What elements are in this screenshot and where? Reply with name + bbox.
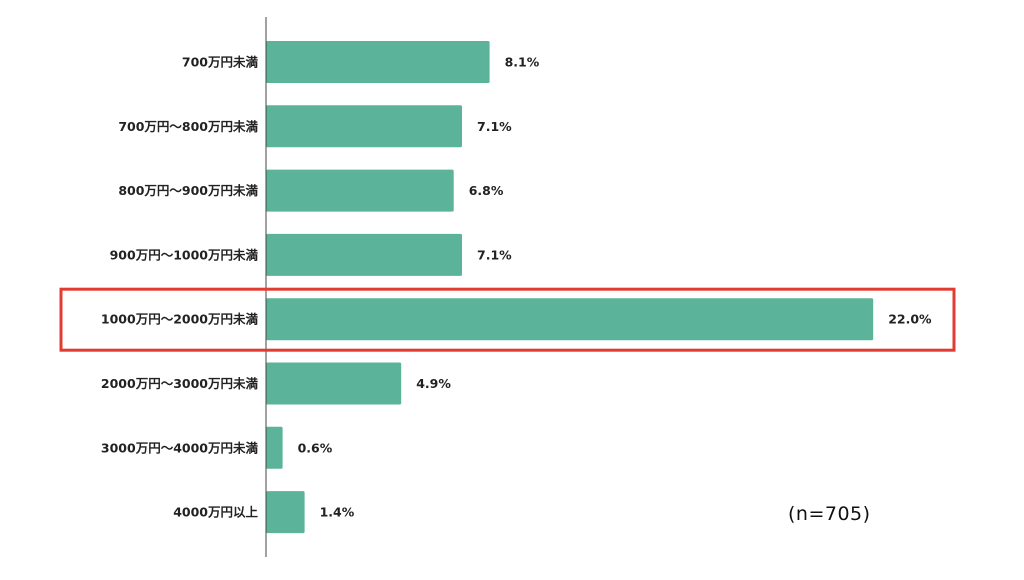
labels-layer: 700万円未満 8.1% 700万円～800万円未満 7.1% 800万円～900万円未… <box>101 55 932 520</box>
bar-4 <box>266 298 874 341</box>
value-label-1: 7.1% <box>477 119 512 134</box>
value-label-3: 7.1% <box>477 247 512 262</box>
highlight-box <box>59 287 956 352</box>
value-label-7: 1.4% <box>320 505 355 520</box>
value-label-0: 8.1% <box>505 55 540 70</box>
category-label-6: 3000万円～4000万円未満 <box>101 440 259 455</box>
value-label-5: 4.9% <box>416 376 451 391</box>
value-label-6: 0.6% <box>298 440 333 455</box>
bar-2 <box>266 169 454 212</box>
category-label-1: 700万円～800万円未満 <box>118 119 258 134</box>
bar-0 <box>266 41 490 83</box>
bar-3 <box>266 233 462 276</box>
category-label-3: 900万円～1000万円未満 <box>110 247 259 262</box>
sample-size-note: (n=705) <box>788 503 871 525</box>
category-label-4: 1000万円～2000万円未満 <box>101 312 259 327</box>
bars-layer <box>266 41 874 534</box>
bar-5 <box>266 362 402 405</box>
bar-6 <box>266 426 283 469</box>
category-label-5: 2000万円～3000万円未満 <box>101 376 259 391</box>
category-label-2: 800万円～900万円未満 <box>118 183 258 198</box>
bar-1 <box>266 105 462 148</box>
bar-7 <box>266 491 305 534</box>
value-label-4: 22.0% <box>888 312 932 327</box>
category-label-0: 700万円未満 <box>182 55 259 70</box>
category-label-7: 4000万円以上 <box>173 505 258 520</box>
value-label-2: 6.8% <box>469 183 504 198</box>
